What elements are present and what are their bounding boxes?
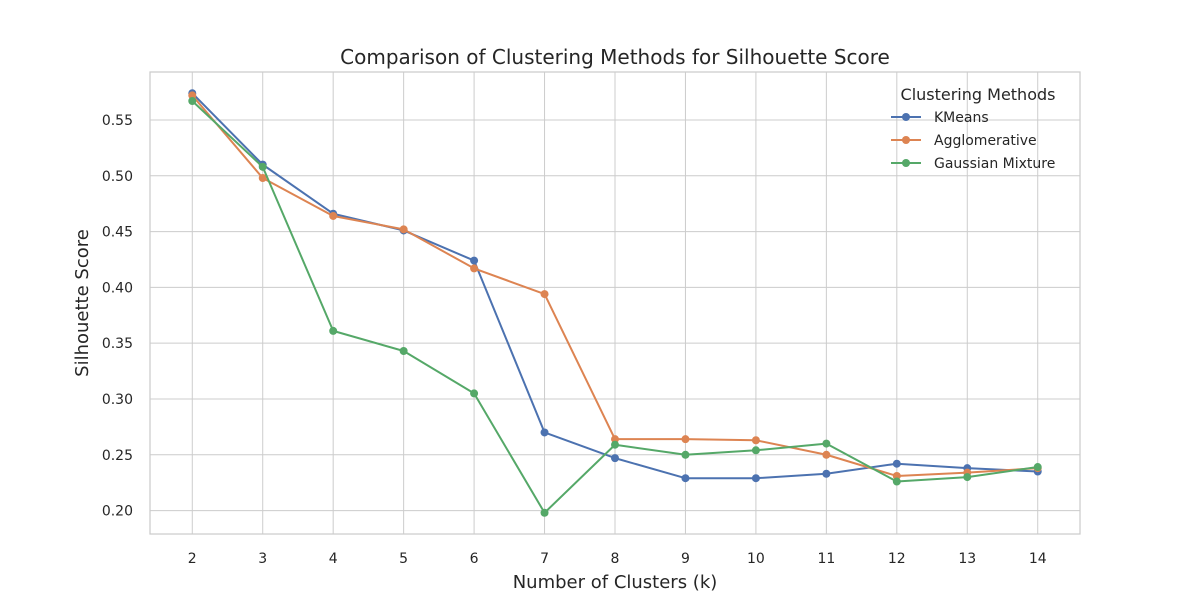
legend-marker [902,113,910,121]
y-tick-label: 0.30 [102,392,133,408]
y-tick-label: 0.25 [102,448,133,464]
data-point [258,174,267,183]
data-point [1033,463,1042,472]
grid [150,72,1080,534]
data-point [963,473,972,482]
data-point [399,225,408,234]
data-point [258,162,267,171]
data-point [892,477,901,486]
y-tick-label: 0.20 [102,504,133,520]
data-point [681,435,690,444]
x-tick-label: 14 [1029,551,1047,567]
legend-label: KMeans [934,110,989,126]
legend-marker [902,159,910,167]
data-point [611,440,619,449]
y-tick-label: 0.35 [102,336,133,352]
data-point [681,474,690,483]
y-tick-label: 0.40 [102,280,133,296]
y-tick-label: 0.55 [102,113,133,129]
data-point [681,450,690,459]
chart-title: Comparison of Clustering Methods for Sil… [340,45,890,69]
x-tick-label: 12 [888,551,906,567]
x-tick-label: 2 [188,551,197,567]
legend-marker [902,136,910,144]
x-tick-label: 7 [540,551,549,567]
series-lines [188,89,1042,517]
data-point [470,389,479,398]
data-point [892,459,901,468]
data-point [470,264,479,273]
x-tick-label: 3 [258,551,267,567]
x-tick-label: 11 [817,551,835,567]
y-axis-ticks: 0.20 0.25 0.30 0.35 0.40 0.45 0.50 0.55 [102,113,133,520]
series-gaussian-mixture [188,97,1042,517]
x-tick-label: 9 [681,551,690,567]
series-agglomerative [188,91,1042,480]
legend-title: Clustering Methods [901,85,1056,104]
data-point [470,256,479,265]
data-point [188,91,197,100]
x-axis-title: Number of Clusters (k) [513,572,718,593]
data-point [329,211,338,220]
legend-label: Agglomerative [934,133,1037,149]
y-tick-label: 0.50 [102,169,133,185]
plot-frame [149,71,1081,535]
data-point [751,446,760,455]
data-point [611,454,619,463]
data-point [822,450,831,459]
data-point [329,326,338,335]
x-tick-label: 8 [611,551,620,567]
data-point [822,439,831,448]
data-point [540,508,549,517]
y-tick-label: 0.45 [102,225,133,241]
data-point [188,97,197,106]
data-point [751,436,760,445]
x-tick-label: 4 [329,551,338,567]
data-point [892,471,901,480]
x-tick-label: 10 [747,551,765,567]
y-axis-title: Silhouette Score [72,229,93,377]
legend-label: Gaussian Mixture [934,156,1055,172]
x-tick-label: 5 [399,551,408,567]
data-point [399,346,408,355]
legend: Clustering Methods KMeans Agglomerative Ga… [891,85,1055,172]
data-point [540,428,549,437]
x-tick-label: 13 [958,551,976,567]
data-point [822,469,831,478]
data-point [751,474,760,483]
data-point [611,435,619,444]
x-tick-label: 6 [470,551,479,567]
x-axis-ticks: 2 3 4 5 6 7 8 9 10 11 12 13 14 [188,551,1047,567]
data-point [540,290,549,299]
